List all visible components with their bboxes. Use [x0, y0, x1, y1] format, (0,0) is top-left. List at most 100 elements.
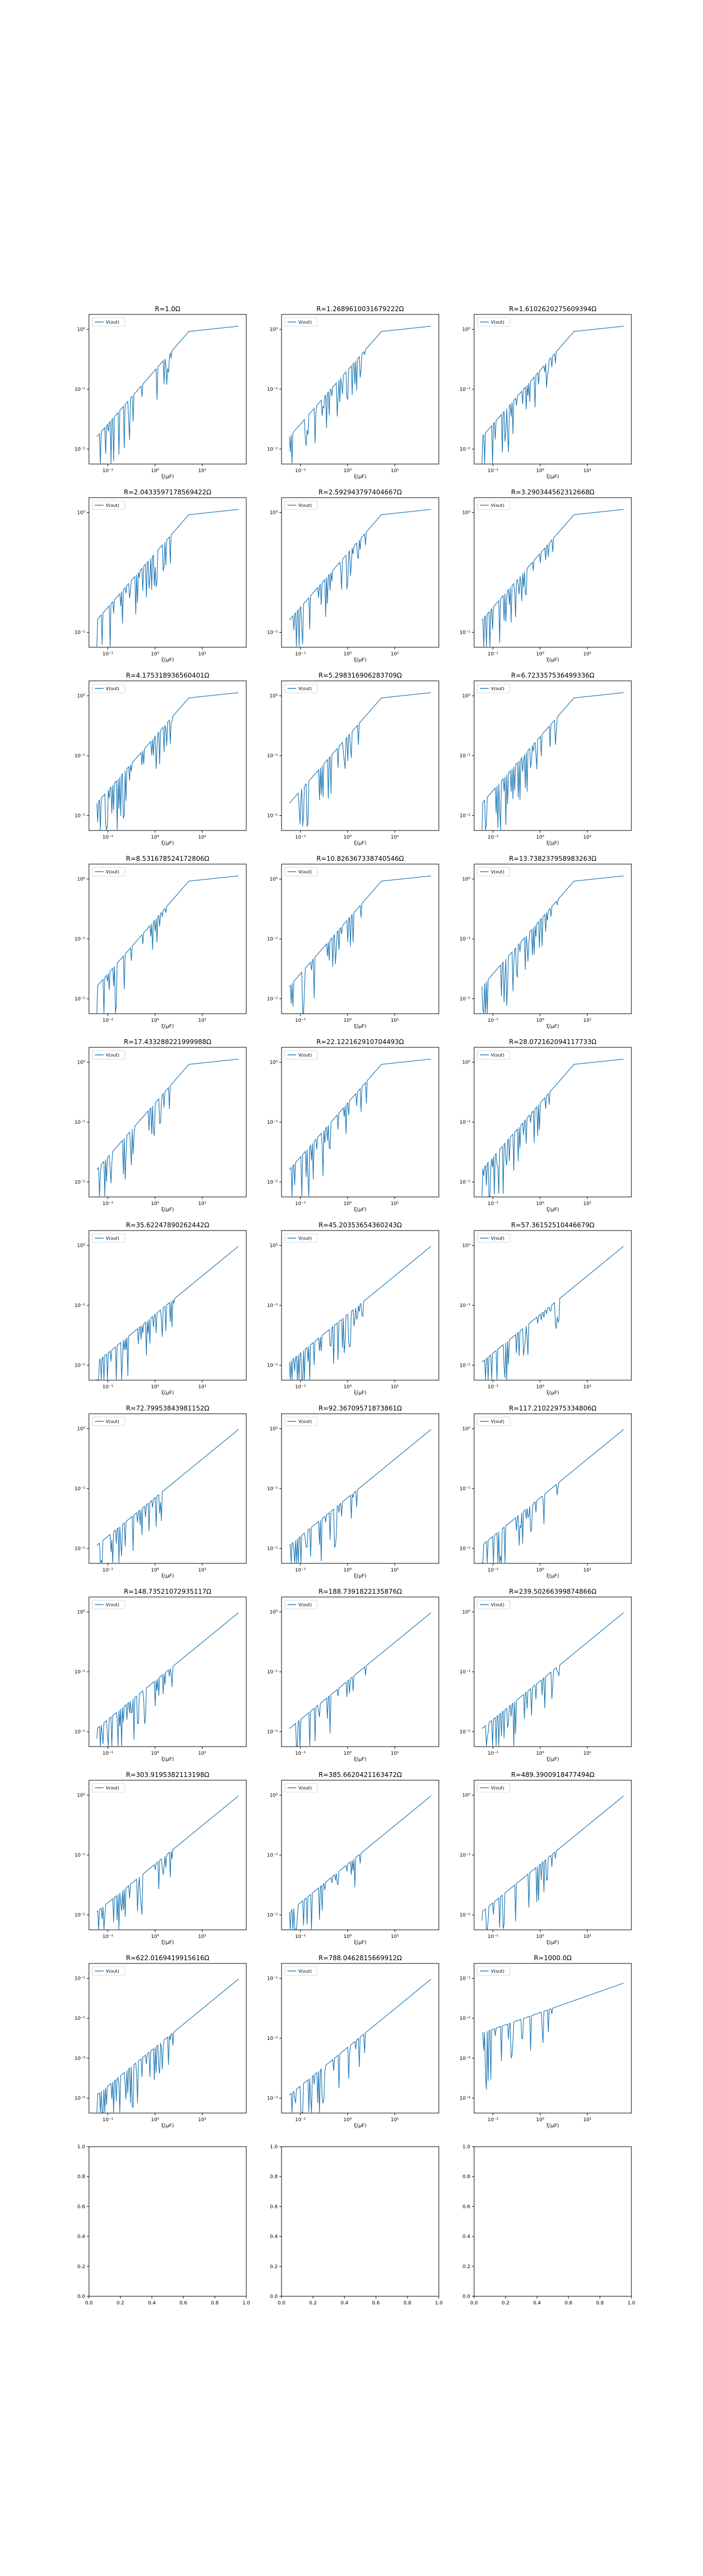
y-tick-label: 10⁰	[77, 877, 85, 883]
y-tick-label: 10⁻²	[74, 1546, 85, 1551]
x-tick-label: 10⁻¹	[488, 1018, 499, 1023]
x-tick-label: 10⁻¹	[488, 1201, 499, 1207]
subplot-title: R=6.723357536499336Ω	[511, 672, 595, 679]
legend: V(out)	[284, 1050, 318, 1060]
y-tick-label: 10⁻²	[459, 1363, 470, 1368]
legend: V(out)	[477, 1416, 510, 1426]
legend-label: V(out)	[106, 1236, 119, 1241]
y-tick-label: 10⁻¹	[459, 937, 470, 942]
y-tick-label: 10⁻²	[267, 2036, 278, 2042]
x-axis-label: ξ(μF)	[162, 841, 174, 846]
x-tick-label: 10¹	[198, 1751, 206, 1756]
subplot-title: R=385.6620421163472Ω	[318, 1771, 402, 1779]
x-axis-label: ξ(μF)	[547, 1390, 559, 1396]
subplot-4: R=2.0433597178569422Ω ξ(μF) 10⁻¹ 10⁰ 10¹ 10⁰ 1…	[74, 488, 247, 663]
legend-label: V(out)	[298, 1602, 312, 1607]
y-tick-label: 10⁻²	[267, 447, 278, 452]
subplot-title: R=148.73521072935117Ω	[124, 1588, 211, 1595]
x-tick-label: 10⁰	[536, 1201, 544, 1207]
x-tick-label: 10⁰	[343, 1568, 352, 1573]
x-tick-label: 1.0	[435, 2301, 443, 2306]
x-tick-label: 10¹	[583, 1568, 591, 1573]
x-tick-label: 10⁻¹	[488, 652, 499, 657]
legend-box	[477, 1966, 510, 1976]
subplot-title: R=35.62247890262442Ω	[126, 1221, 209, 1229]
series-line-vout	[482, 1982, 624, 2090]
subplot-31: 0.0 0.2 0.4 0.6 0.8 1.0 0.0 0.2 0.4 0.6 0.8 1.0	[78, 2144, 251, 2306]
y-tick-label: 10⁻¹	[459, 754, 470, 759]
axes-frame	[88, 2146, 247, 2297]
legend-label: V(out)	[491, 320, 504, 325]
legend-box	[284, 1783, 318, 1793]
x-tick-label: 10¹	[391, 1751, 399, 1756]
subplot-title: R=5.298316906283709Ω	[318, 672, 402, 679]
series-line-vout	[289, 1612, 431, 1747]
y-tick-label: 10⁰	[270, 327, 278, 333]
y-tick-label: 10⁻²	[74, 1912, 85, 1918]
subplot-title: R=72.79953843981152Ω	[126, 1405, 209, 1412]
x-tick-label: 10¹	[391, 468, 399, 474]
subplot-25: R=303.9195382113198Ω ξ(μF) 10⁻¹ 10⁰ 10¹ 10⁰ 10…	[74, 1771, 247, 1946]
y-tick-label: 10⁻¹	[74, 1670, 85, 1675]
legend-label: V(out)	[491, 1602, 504, 1607]
y-tick-label: 10⁰	[77, 511, 85, 516]
x-tick-label: 10¹	[198, 1934, 206, 1940]
y-tick-label: 10⁻¹	[74, 1853, 85, 1858]
legend: V(out)	[92, 500, 125, 510]
legend: V(out)	[477, 1050, 510, 1060]
legend: V(out)	[477, 867, 510, 877]
subplot-15: R=28.072162094117733Ω ξ(μF) 10⁻¹ 10⁰ 10¹ 10⁰ 1…	[459, 1038, 632, 1213]
subplot-title: R=92.36709571873861Ω	[318, 1405, 402, 1412]
x-tick-label: 10⁰	[343, 468, 352, 474]
legend-box	[284, 1233, 318, 1243]
y-tick-label: 10⁻²	[74, 2016, 85, 2021]
legend-box	[92, 1783, 125, 1793]
series-line-vout	[97, 1795, 239, 1930]
y-tick-label: 10⁻¹	[459, 1976, 470, 1982]
legend-label: V(out)	[491, 870, 504, 874]
legend-box	[477, 1783, 510, 1793]
subplot-26: R=385.6620421163472Ω ξ(μF) 10⁻¹ 10⁰ 10¹ 10⁰ 10…	[267, 1771, 439, 1946]
y-tick-label: 1.0	[78, 2144, 86, 2150]
x-axis-label: ξ(μF)	[162, 1390, 174, 1396]
axes-frame	[88, 1596, 247, 1747]
x-tick-label: 10⁰	[343, 2117, 352, 2123]
legend-box	[284, 1600, 318, 1609]
x-tick-label: 10⁻¹	[488, 2117, 499, 2123]
legend: V(out)	[92, 1600, 125, 1609]
subplot-28: R=622.0169419915616Ω ξ(μF) 10⁻¹ 10⁰ 10¹ 10⁻¹ 1…	[74, 1954, 247, 2129]
legend: V(out)	[477, 1233, 510, 1243]
x-tick-label: 10¹	[583, 1934, 591, 1940]
x-tick-label: 10⁻¹	[295, 2117, 306, 2123]
x-tick-label: 0.8	[596, 2301, 604, 2306]
legend: V(out)	[284, 684, 318, 693]
x-tick-label: 10¹	[583, 2117, 591, 2123]
legend-label: V(out)	[298, 1419, 312, 1424]
legend-box	[284, 684, 318, 693]
y-tick-label: 10⁻¹	[74, 1486, 85, 1492]
subplot-8: R=5.298316906283709Ω ξ(μF) 10⁻¹ 10⁰ 10¹ 10⁰ 10…	[267, 672, 439, 846]
y-tick-label: 10⁻¹	[459, 1486, 470, 1492]
series-line-vout	[289, 1429, 431, 1563]
x-tick-label: 10⁰	[151, 835, 159, 840]
y-tick-label: 10⁻²	[267, 996, 278, 1002]
legend: V(out)	[477, 1600, 510, 1609]
y-tick-label: 0.0	[270, 2294, 278, 2300]
legend: V(out)	[284, 317, 318, 327]
x-axis-label: ξ(μF)	[354, 1024, 367, 1029]
x-axis-label: ξ(μF)	[547, 2123, 559, 2129]
x-tick-label: 10⁻¹	[103, 468, 113, 474]
x-axis-label: ξ(μF)	[547, 474, 559, 480]
y-tick-label: 10⁻¹	[267, 1853, 278, 1858]
x-tick-label: 0.0	[278, 2301, 286, 2306]
series-line-vout	[289, 692, 431, 827]
x-tick-label: 10¹	[583, 468, 591, 474]
axes-frame	[281, 680, 439, 831]
y-tick-label: 10⁻²	[459, 1912, 470, 1918]
y-tick-label: 0.2	[463, 2264, 470, 2270]
y-tick-label: 10⁻³	[459, 2056, 470, 2062]
y-tick-label: 10⁰	[462, 511, 470, 516]
legend-label: V(out)	[298, 1236, 312, 1241]
x-axis-label: ξ(μF)	[547, 1024, 559, 1029]
subplot-12: R=13.738237958983263Ω ξ(μF) 10⁻¹ 10⁰ 10¹ 10⁰ 1…	[459, 855, 632, 1029]
